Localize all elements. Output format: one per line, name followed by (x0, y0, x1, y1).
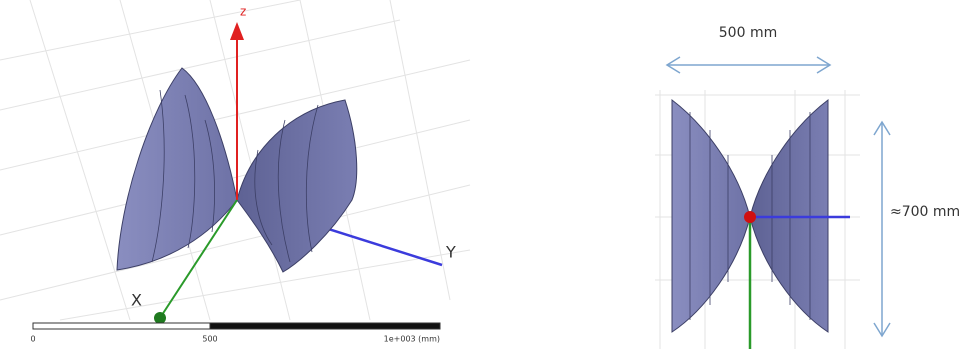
front-cone-left (672, 100, 750, 332)
x-axis-end (154, 312, 166, 324)
page: {"left_view": {"axes": {"z": "z", "y": "… (0, 0, 975, 349)
grid-line (390, 0, 450, 300)
perspective-grid (0, 0, 470, 320)
z-arrowhead (230, 22, 244, 40)
scale-bar-white (33, 323, 210, 329)
grid-line (30, 0, 130, 320)
grid-line (0, 120, 470, 235)
y-label: Y (445, 243, 456, 262)
grid-line (0, 0, 300, 60)
height-label: ≈700 mm (890, 204, 960, 220)
x-label: X (131, 291, 142, 310)
scale-label: 500 (202, 335, 217, 344)
scale-bar-black (210, 323, 440, 329)
width-arrow (667, 57, 830, 73)
cone-left (117, 68, 237, 270)
width-label: 500 mm (719, 25, 777, 41)
height-arrow (874, 122, 890, 336)
figure: z Y X 0 500 1e+003 (mm) 500 mm ≈700 (0, 0, 975, 349)
origin-dot (744, 211, 756, 223)
grid-line (0, 60, 470, 170)
z-label: z (240, 5, 246, 19)
body: z Y X 0 500 1e+003 (mm) 500 mm ≈700 (0, 0, 975, 349)
scale-label: 1e+003 (mm) (384, 335, 440, 344)
scale-label: 0 (30, 335, 35, 344)
